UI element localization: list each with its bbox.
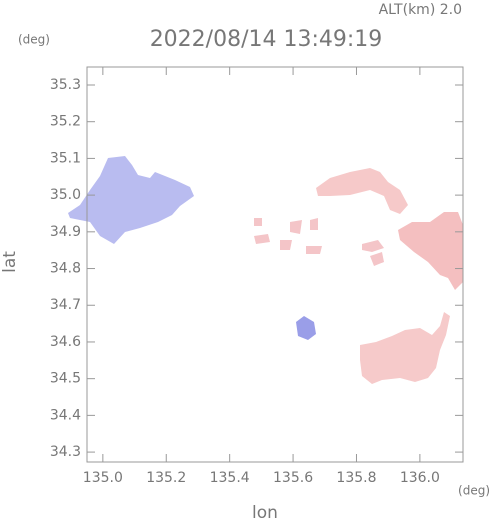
y-tick-label: 35.3 xyxy=(50,77,81,93)
chart-title: 2022/08/14 13:49:19 xyxy=(150,27,383,52)
echo-pink xyxy=(398,212,463,290)
x-tick-label: 135.8 xyxy=(336,470,376,486)
y-tick-label: 34.6 xyxy=(50,334,81,350)
y-tick-label: 34.5 xyxy=(50,371,81,387)
x-tick-label: 135.4 xyxy=(210,470,250,486)
y-tick-label: 34.3 xyxy=(50,444,81,460)
plot-frame xyxy=(86,66,464,463)
y-tick-label: 35.1 xyxy=(50,150,81,166)
echo-pink xyxy=(316,168,408,214)
y-tick-label: 35.0 xyxy=(50,187,81,203)
y-tick-label: 34.8 xyxy=(50,261,81,277)
altitude-label: ALT(km) 2.0 xyxy=(379,2,462,18)
x-unit: (deg) xyxy=(458,484,490,498)
x-tick-label: 135.2 xyxy=(146,470,186,486)
x-tick-label: 135.6 xyxy=(273,470,313,486)
x-tick-label: 136.0 xyxy=(400,470,440,486)
y-axis-label: lat xyxy=(0,251,20,273)
x-tick-label: 135.0 xyxy=(83,470,123,486)
y-unit: (deg) xyxy=(18,33,50,47)
x-axis-label: lon xyxy=(252,503,278,521)
echo-pink xyxy=(254,218,384,266)
echo-pink xyxy=(360,312,450,384)
y-tick-label: 35.2 xyxy=(50,114,81,130)
echo-blue xyxy=(68,156,194,244)
y-tick-label: 34.9 xyxy=(50,224,81,240)
y-tick-label: 34.4 xyxy=(50,407,81,423)
echo-blue xyxy=(296,316,316,340)
y-tick-label: 34.7 xyxy=(50,297,81,313)
echo-areas xyxy=(68,156,463,384)
